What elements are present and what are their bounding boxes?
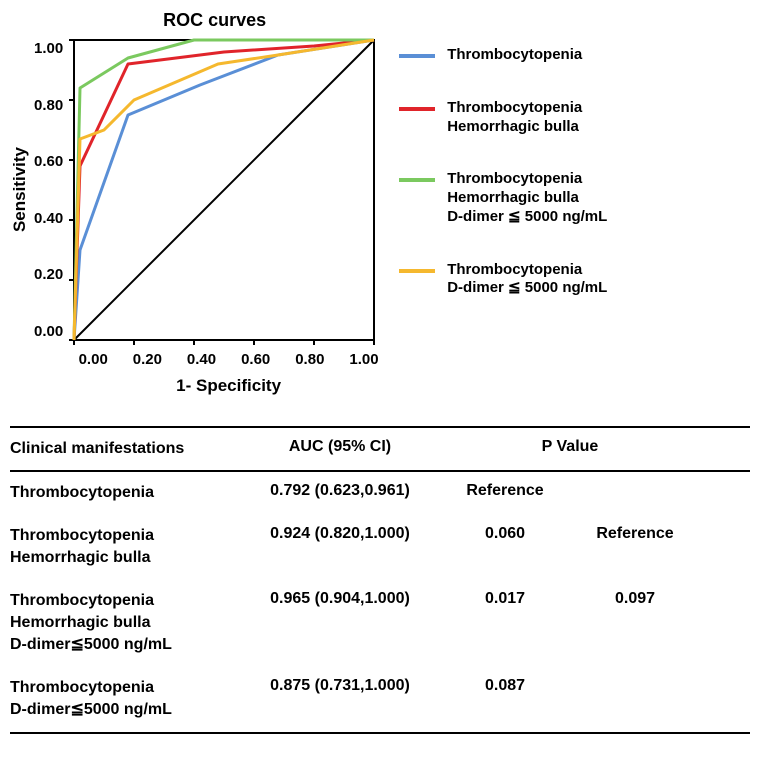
xtick: 0.00 — [79, 351, 108, 368]
ytick: 0.00 — [34, 323, 63, 340]
ytick: 0.40 — [34, 210, 63, 227]
cell-manifestation: ThrombocytopeniaD-dimer≦5000 ng/mL — [10, 677, 240, 722]
legend-item: ThrombocytopeniaHemorrhagic bulla — [399, 99, 659, 137]
top-panel: ROC curves Sensitivity 1.00 0.80 0.60 0.… — [10, 10, 758, 396]
table-header-row: Clinical manifestations AUC (95% CI) P V… — [10, 426, 750, 472]
figure-container: ROC curves Sensitivity 1.00 0.80 0.60 0.… — [0, 0, 768, 754]
legend-swatch — [399, 54, 435, 58]
legend-swatch — [399, 178, 435, 182]
col-header-pvalue: P Value — [440, 438, 700, 456]
table-row: ThrombocytopeniaD-dimer≦5000 ng/mL0.875 … — [10, 667, 750, 734]
legend-item: ThrombocytopeniaHemorrhagic bullaD-dimer… — [399, 170, 659, 226]
legend-swatch — [399, 269, 435, 273]
xtick: 0.60 — [241, 351, 270, 368]
xtick: 0.20 — [133, 351, 162, 368]
cell-pvalue-1: Reference — [440, 482, 570, 500]
cell-pvalue-1: 0.017 — [440, 590, 570, 608]
legend-label: ThrombocytopeniaD-dimer ≦ 5000 ng/mL — [447, 261, 607, 299]
legend-item: ThrombocytopeniaD-dimer ≦ 5000 ng/mL — [399, 261, 659, 299]
cell-manifestation: Thrombocytopenia — [10, 482, 240, 504]
ytick: 1.00 — [34, 40, 63, 57]
ytick: 0.60 — [34, 153, 63, 170]
legend: Thrombocytopenia ThrombocytopeniaHemorrha… — [399, 46, 659, 298]
legend-item: Thrombocytopenia — [399, 46, 659, 65]
legend-label: ThrombocytopeniaHemorrhagic bullaD-dimer… — [447, 170, 607, 226]
cell-manifestation: ThrombocytopeniaHemorrhagic bullaD-dimer… — [10, 590, 240, 657]
col-header-auc: AUC (95% CI) — [240, 438, 440, 456]
table-row: ThrombocytopeniaHemorrhagic bulla0.924 (… — [10, 515, 750, 580]
xtick: 0.40 — [187, 351, 216, 368]
xtick: 1.00 — [349, 351, 378, 368]
cell-pvalue-2: Reference — [570, 525, 700, 543]
cell-pvalue-1: 0.060 — [440, 525, 570, 543]
x-axis-label: 1- Specificity — [176, 376, 281, 396]
cell-pvalue-2: 0.097 — [570, 590, 700, 608]
table-body: Thrombocytopenia0.792 (0.623,0.961)Refer… — [10, 472, 750, 733]
chart-row: Sensitivity 1.00 0.80 0.60 0.40 0.20 0.0… — [10, 35, 379, 345]
legend-label: ThrombocytopeniaHemorrhagic bulla — [447, 99, 582, 137]
col-header-manifestations: Clinical manifestations — [10, 438, 240, 460]
chart-title: ROC curves — [163, 10, 266, 31]
y-axis-label: Sensitivity — [10, 147, 30, 232]
table-row: Thrombocytopenia0.792 (0.623,0.961)Refer… — [10, 472, 750, 514]
cell-auc: 0.875 (0.731,1.000) — [240, 677, 440, 695]
cell-manifestation: ThrombocytopeniaHemorrhagic bulla — [10, 525, 240, 570]
legend-swatch — [399, 107, 435, 111]
ytick: 0.80 — [34, 97, 63, 114]
roc-chart-block: ROC curves Sensitivity 1.00 0.80 0.60 0.… — [10, 10, 379, 396]
x-axis-ticks: 0.00 0.20 0.40 0.60 0.80 1.00 — [79, 351, 379, 368]
legend-label: Thrombocytopenia — [447, 46, 582, 65]
cell-auc: 0.965 (0.904,1.000) — [240, 590, 440, 608]
xtick: 0.80 — [295, 351, 324, 368]
cell-auc: 0.792 (0.623,0.961) — [240, 482, 440, 500]
roc-plot — [69, 35, 379, 345]
ytick: 0.20 — [34, 266, 63, 283]
auc-table: Clinical manifestations AUC (95% CI) P V… — [10, 426, 750, 734]
y-axis-ticks: 1.00 0.80 0.60 0.40 0.20 0.00 — [34, 40, 63, 340]
table-row: ThrombocytopeniaHemorrhagic bullaD-dimer… — [10, 580, 750, 667]
cell-auc: 0.924 (0.820,1.000) — [240, 525, 440, 543]
cell-pvalue-1: 0.087 — [440, 677, 570, 695]
